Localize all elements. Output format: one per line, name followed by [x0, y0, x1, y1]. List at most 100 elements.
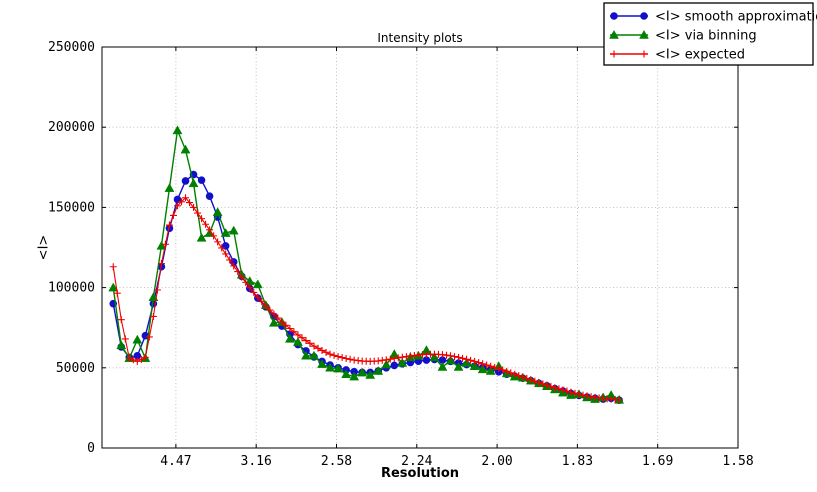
plus-marker-icon — [511, 370, 519, 378]
plus-marker-icon — [555, 385, 563, 393]
plus-marker-icon — [547, 382, 555, 390]
plus-marker-icon — [149, 312, 157, 320]
triangle-marker-icon — [365, 370, 376, 379]
legend-plus-marker-icon — [640, 50, 648, 58]
plus-marker-icon — [459, 354, 467, 362]
plus-marker-icon — [390, 354, 398, 362]
triangle-marker-icon — [341, 369, 352, 378]
circle-marker-icon — [181, 177, 190, 185]
plus-marker-icon — [169, 211, 177, 219]
triangle-marker-icon — [180, 144, 191, 154]
plus-marker-icon — [218, 244, 226, 252]
plus-marker-icon — [455, 353, 463, 361]
plus-marker-icon — [595, 394, 603, 402]
circle-marker-icon — [205, 192, 214, 200]
plus-marker-icon — [157, 260, 165, 268]
triangle-marker-icon — [349, 371, 360, 381]
triangle-marker-icon — [284, 333, 295, 343]
triangle-marker-icon — [301, 350, 311, 360]
plus-marker-icon — [559, 386, 567, 394]
plus-marker-icon — [495, 365, 503, 373]
triangle-marker-icon — [437, 361, 448, 371]
plus-marker-icon — [182, 194, 190, 202]
triangle-marker-icon — [477, 364, 488, 374]
plus-marker-icon — [310, 342, 318, 350]
plus-marker-icon — [206, 226, 214, 234]
y-tick-label: 50000 — [56, 361, 95, 376]
plus-marker-icon — [113, 289, 121, 297]
plus-marker-icon — [575, 390, 583, 398]
triangle-marker-icon — [220, 228, 231, 237]
plus-marker-icon — [551, 384, 559, 392]
x-axis-label: Resolution — [380, 466, 460, 481]
plus-marker-icon — [447, 352, 455, 360]
x-tick-label: 2.00 — [481, 454, 512, 469]
plus-marker-icon — [173, 202, 181, 210]
plus-marker-icon — [109, 263, 117, 271]
plus-marker-icon — [322, 348, 330, 356]
plus-marker-icon — [298, 334, 306, 342]
plus-marker-icon — [487, 362, 495, 370]
plus-marker-icon — [587, 393, 595, 401]
plus-marker-icon — [178, 198, 185, 206]
plus-marker-icon — [194, 209, 202, 217]
plus-marker-icon — [314, 344, 322, 352]
plus-marker-icon — [402, 353, 410, 361]
plus-marker-icon — [507, 369, 515, 377]
triangle-marker-icon — [132, 334, 143, 344]
plus-marker-icon — [294, 331, 302, 339]
plus-marker-icon — [210, 232, 218, 240]
legend-item-label: <I> via binning — [655, 29, 757, 44]
plus-marker-icon — [238, 273, 246, 281]
x-tick-label: 1.58 — [722, 454, 753, 469]
plus-marker-icon — [523, 374, 531, 382]
triangle-marker-icon — [188, 178, 199, 188]
plus-marker-icon — [202, 220, 210, 228]
plus-marker-icon — [286, 325, 294, 333]
y-tick-label: 0 — [87, 441, 95, 456]
plus-marker-icon — [274, 314, 282, 322]
triangle-marker-icon — [252, 279, 263, 289]
y-tick-label: 200000 — [48, 120, 95, 135]
plus-marker-icon — [278, 318, 286, 326]
plus-marker-icon — [479, 360, 487, 368]
x-tick-label: 3.16 — [241, 454, 272, 469]
plus-marker-icon — [471, 357, 479, 365]
plus-marker-icon — [386, 355, 394, 363]
plus-marker-icon — [306, 339, 314, 347]
plus-marker-icon — [270, 310, 278, 318]
x-tick-label: 1.69 — [642, 454, 673, 469]
plus-marker-icon — [234, 268, 242, 276]
plus-marker-icon — [615, 396, 623, 404]
plus-marker-icon — [230, 262, 238, 270]
plus-marker-icon — [475, 359, 483, 367]
circle-marker-icon — [197, 176, 206, 184]
legend-circle-marker-icon — [640, 12, 648, 20]
triangle-marker-icon — [116, 340, 127, 350]
triangle-marker-icon — [381, 359, 392, 369]
plus-marker-icon — [258, 298, 266, 306]
plus-marker-icon — [543, 381, 551, 389]
plus-marker-icon — [117, 316, 125, 324]
plus-marker-icon — [342, 354, 350, 362]
plus-marker-icon — [318, 346, 326, 354]
legend-item-label: <I> expected — [655, 48, 745, 63]
plus-marker-icon — [198, 215, 206, 223]
plus-marker-icon — [161, 240, 169, 248]
y-tick-label: 150000 — [48, 200, 95, 215]
plus-marker-icon — [519, 373, 527, 381]
plus-marker-icon — [567, 388, 575, 396]
plus-marker-icon — [499, 366, 507, 374]
plus-marker-icon — [133, 357, 141, 365]
plus-marker-icon — [338, 354, 346, 362]
plus-marker-icon — [262, 302, 270, 310]
triangle-marker-icon — [108, 282, 119, 292]
triangle-marker-icon — [212, 207, 223, 216]
plus-marker-icon — [282, 321, 290, 329]
plus-marker-icon — [125, 354, 133, 362]
legend-triangle-marker-icon — [639, 29, 649, 39]
plus-marker-icon — [535, 379, 543, 387]
chart-title: Intensity plots — [377, 31, 463, 45]
plus-marker-icon — [346, 355, 354, 363]
